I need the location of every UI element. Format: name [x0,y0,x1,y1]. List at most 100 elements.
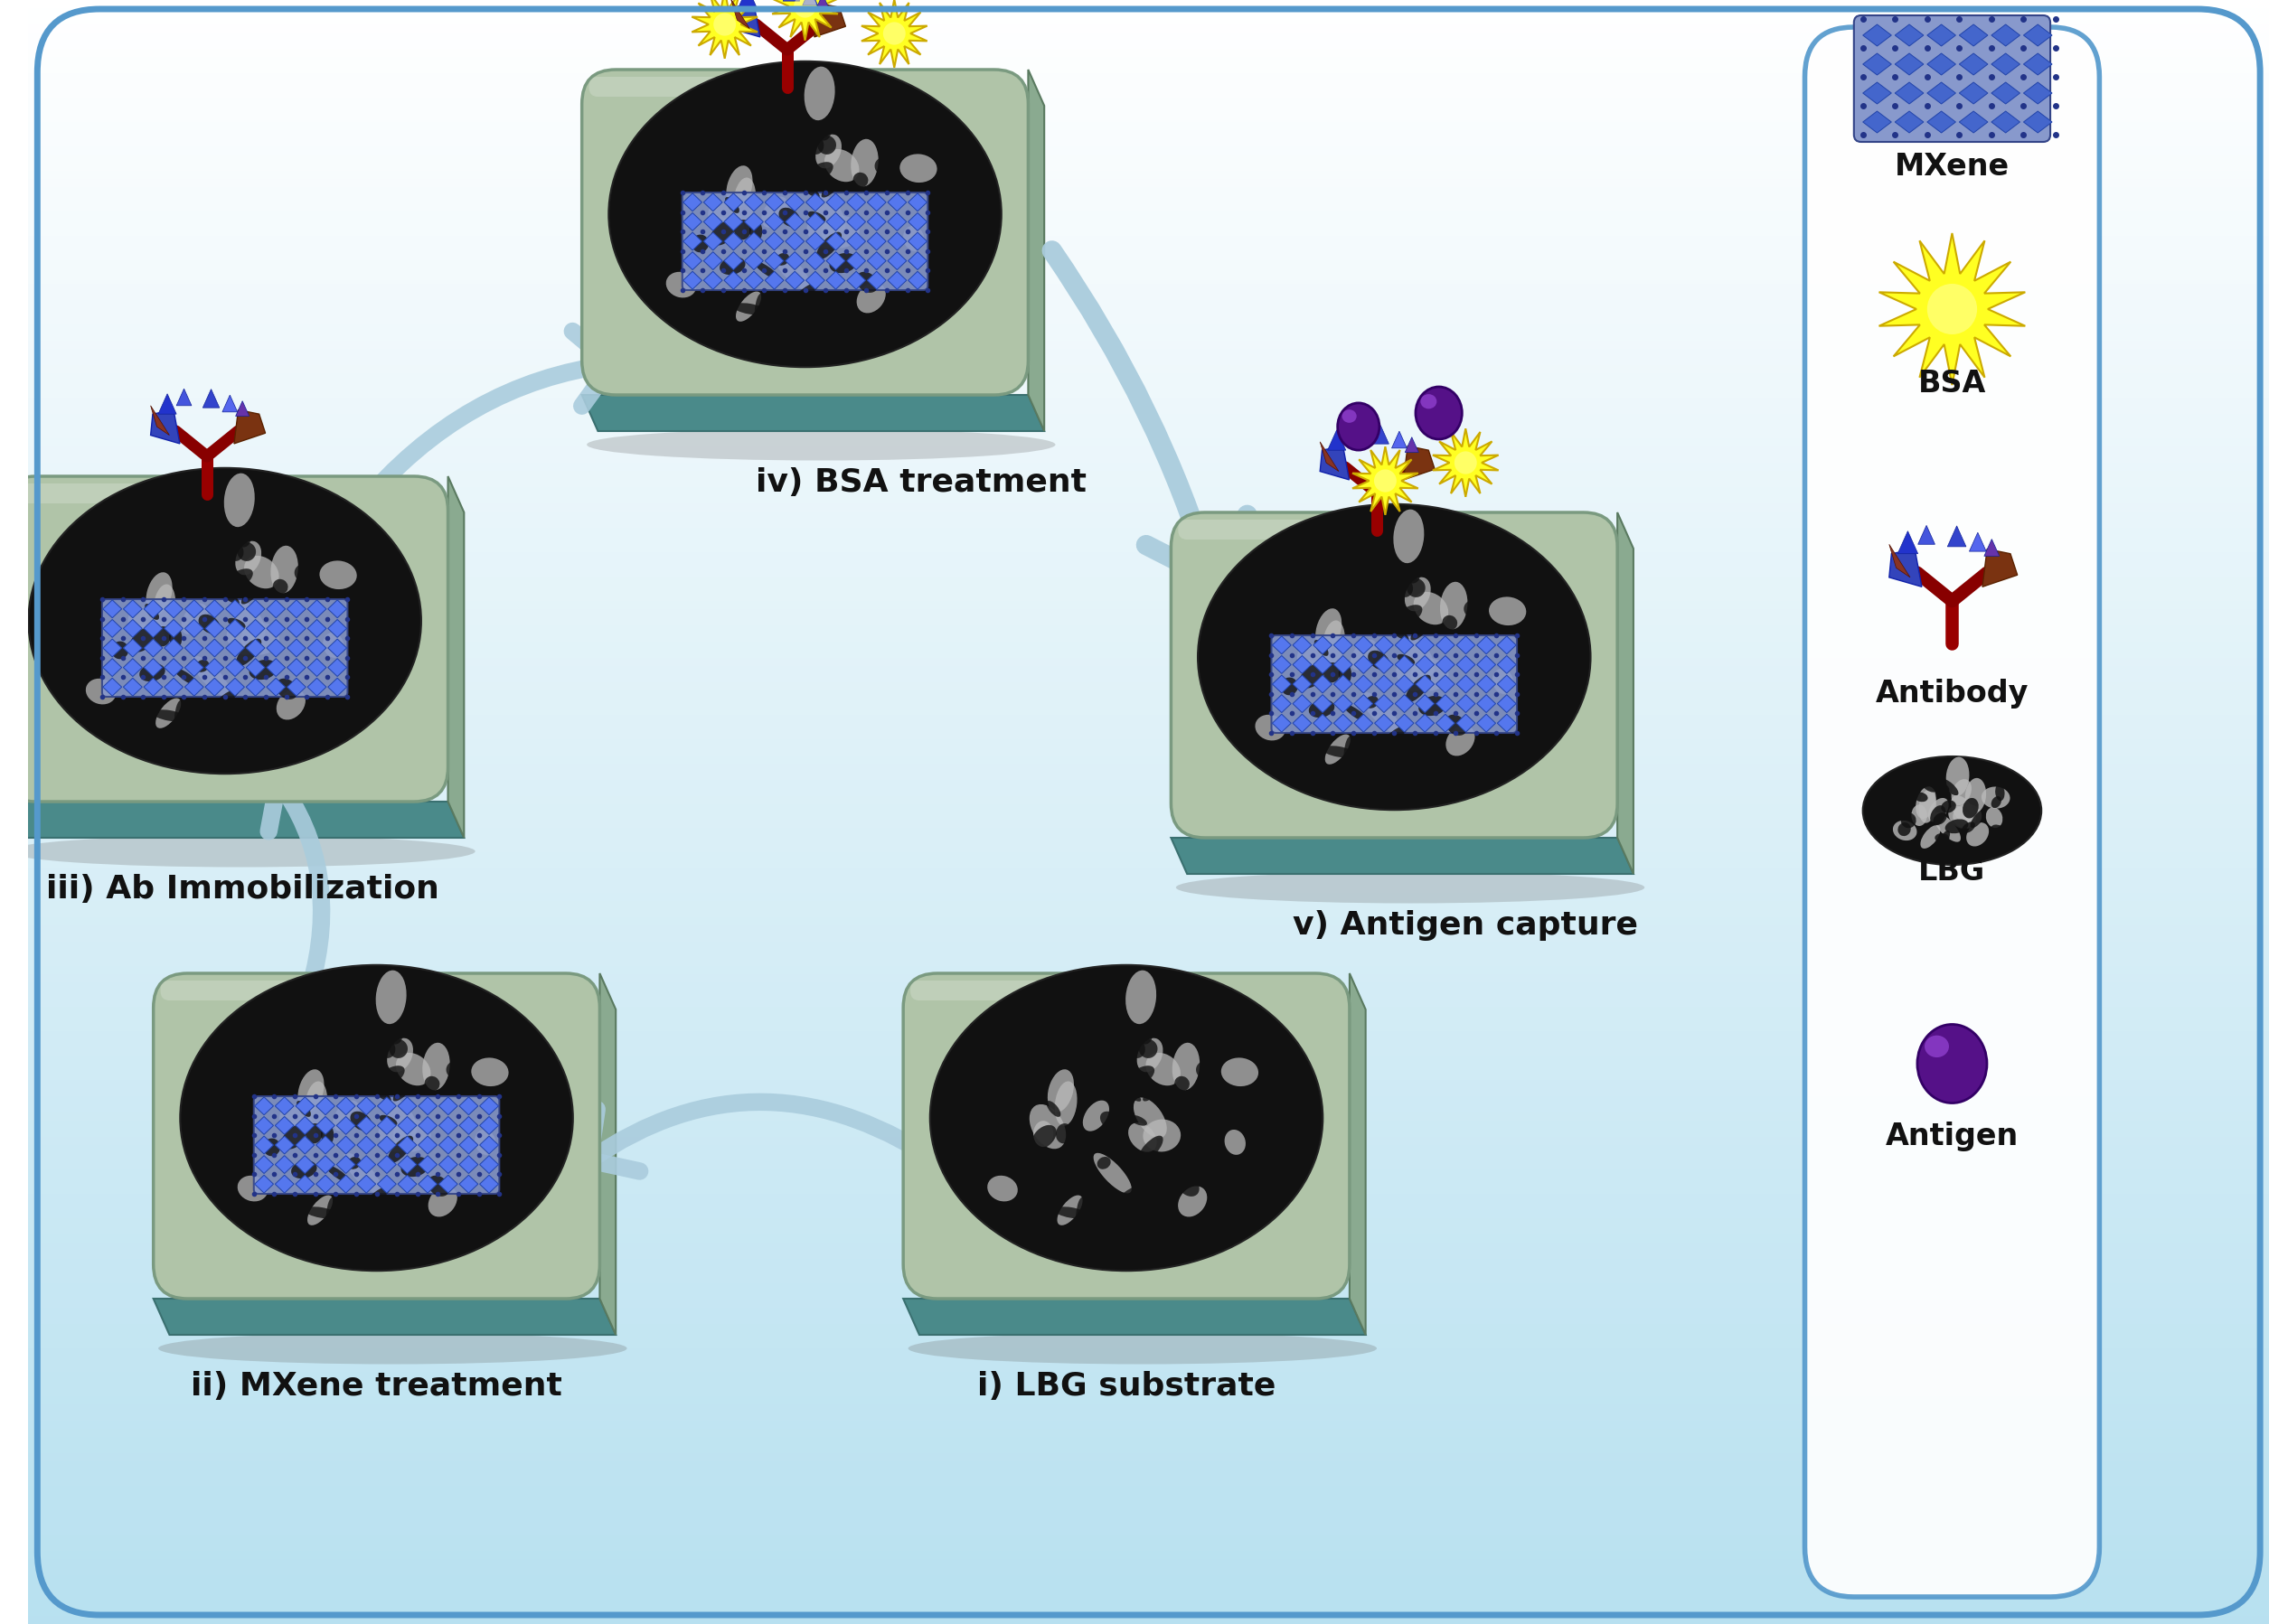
Bar [29,1275,2269,1283]
Ellipse shape [193,656,229,697]
Bar [29,1413,2269,1421]
Polygon shape [1273,695,1291,713]
Ellipse shape [1951,796,1976,825]
Polygon shape [1477,695,1495,713]
Polygon shape [1375,695,1393,713]
Bar [29,1592,2269,1600]
Bar [29,1031,2269,1039]
Polygon shape [1373,425,1389,443]
Ellipse shape [815,135,842,169]
Polygon shape [1350,973,1366,1335]
Text: LBG: LBG [1920,856,1985,887]
Circle shape [712,13,735,36]
Bar [29,1453,2269,1462]
Polygon shape [275,1096,295,1116]
Bar [29,682,2269,690]
Ellipse shape [1990,825,2006,836]
Polygon shape [458,1117,479,1135]
FancyBboxPatch shape [590,76,724,97]
FancyBboxPatch shape [161,981,295,1000]
Polygon shape [703,252,722,270]
Polygon shape [1321,447,1350,479]
Polygon shape [744,271,762,289]
Polygon shape [683,271,701,289]
Bar [29,1478,2269,1486]
Polygon shape [1432,429,1498,497]
Ellipse shape [726,166,753,208]
Polygon shape [329,619,347,638]
Ellipse shape [1130,1210,1155,1221]
Polygon shape [771,0,837,41]
Ellipse shape [805,135,824,154]
Polygon shape [295,1137,315,1155]
Ellipse shape [320,560,356,590]
Polygon shape [479,1176,499,1194]
Ellipse shape [1393,510,1425,564]
Polygon shape [184,658,204,677]
Bar [29,1153,2269,1161]
Polygon shape [731,0,749,29]
Ellipse shape [227,625,254,654]
Ellipse shape [1400,742,1418,757]
Polygon shape [245,599,265,617]
Polygon shape [329,599,347,617]
Polygon shape [826,232,844,250]
Bar [29,65,2269,73]
Ellipse shape [1144,1085,1162,1101]
Bar [29,893,2269,901]
Ellipse shape [762,197,787,227]
Polygon shape [1334,637,1352,654]
Ellipse shape [379,1116,397,1125]
Ellipse shape [388,1135,413,1163]
Polygon shape [397,1096,417,1116]
Circle shape [794,0,817,18]
FancyBboxPatch shape [1271,635,1518,732]
Ellipse shape [1032,1121,1053,1147]
Polygon shape [254,1176,275,1194]
Polygon shape [163,658,184,677]
Ellipse shape [424,1077,440,1091]
Polygon shape [417,1156,438,1174]
Polygon shape [1477,656,1495,674]
Bar [29,577,2269,585]
Ellipse shape [272,580,288,594]
Bar [29,1088,2269,1096]
Ellipse shape [1940,830,1949,844]
Ellipse shape [1257,1108,1280,1119]
Ellipse shape [290,1161,318,1179]
Bar [29,1527,2269,1535]
Ellipse shape [270,546,297,593]
Bar [29,154,2269,162]
Ellipse shape [363,1186,390,1207]
Polygon shape [2,802,465,838]
Ellipse shape [817,127,830,141]
Polygon shape [846,193,864,211]
Bar [29,1307,2269,1315]
Bar [29,1356,2269,1364]
Polygon shape [204,599,225,617]
Polygon shape [102,599,123,617]
Ellipse shape [1917,1025,1988,1103]
Polygon shape [204,658,225,677]
Bar [29,1283,2269,1291]
Polygon shape [1863,110,1892,133]
Ellipse shape [1146,1052,1180,1085]
Polygon shape [1992,83,2019,104]
Polygon shape [204,638,225,658]
Ellipse shape [225,473,254,528]
Bar [29,1600,2269,1608]
Bar [29,57,2269,65]
Ellipse shape [1922,776,1938,793]
Ellipse shape [1949,806,1969,828]
Ellipse shape [175,700,184,734]
Bar [29,820,2269,828]
Ellipse shape [1981,786,2010,809]
Ellipse shape [1965,778,1985,814]
Polygon shape [887,271,908,289]
Polygon shape [336,1117,356,1135]
Ellipse shape [170,627,182,648]
Polygon shape [265,599,286,617]
Ellipse shape [229,713,252,724]
Ellipse shape [608,62,1001,367]
Bar [29,1064,2269,1072]
